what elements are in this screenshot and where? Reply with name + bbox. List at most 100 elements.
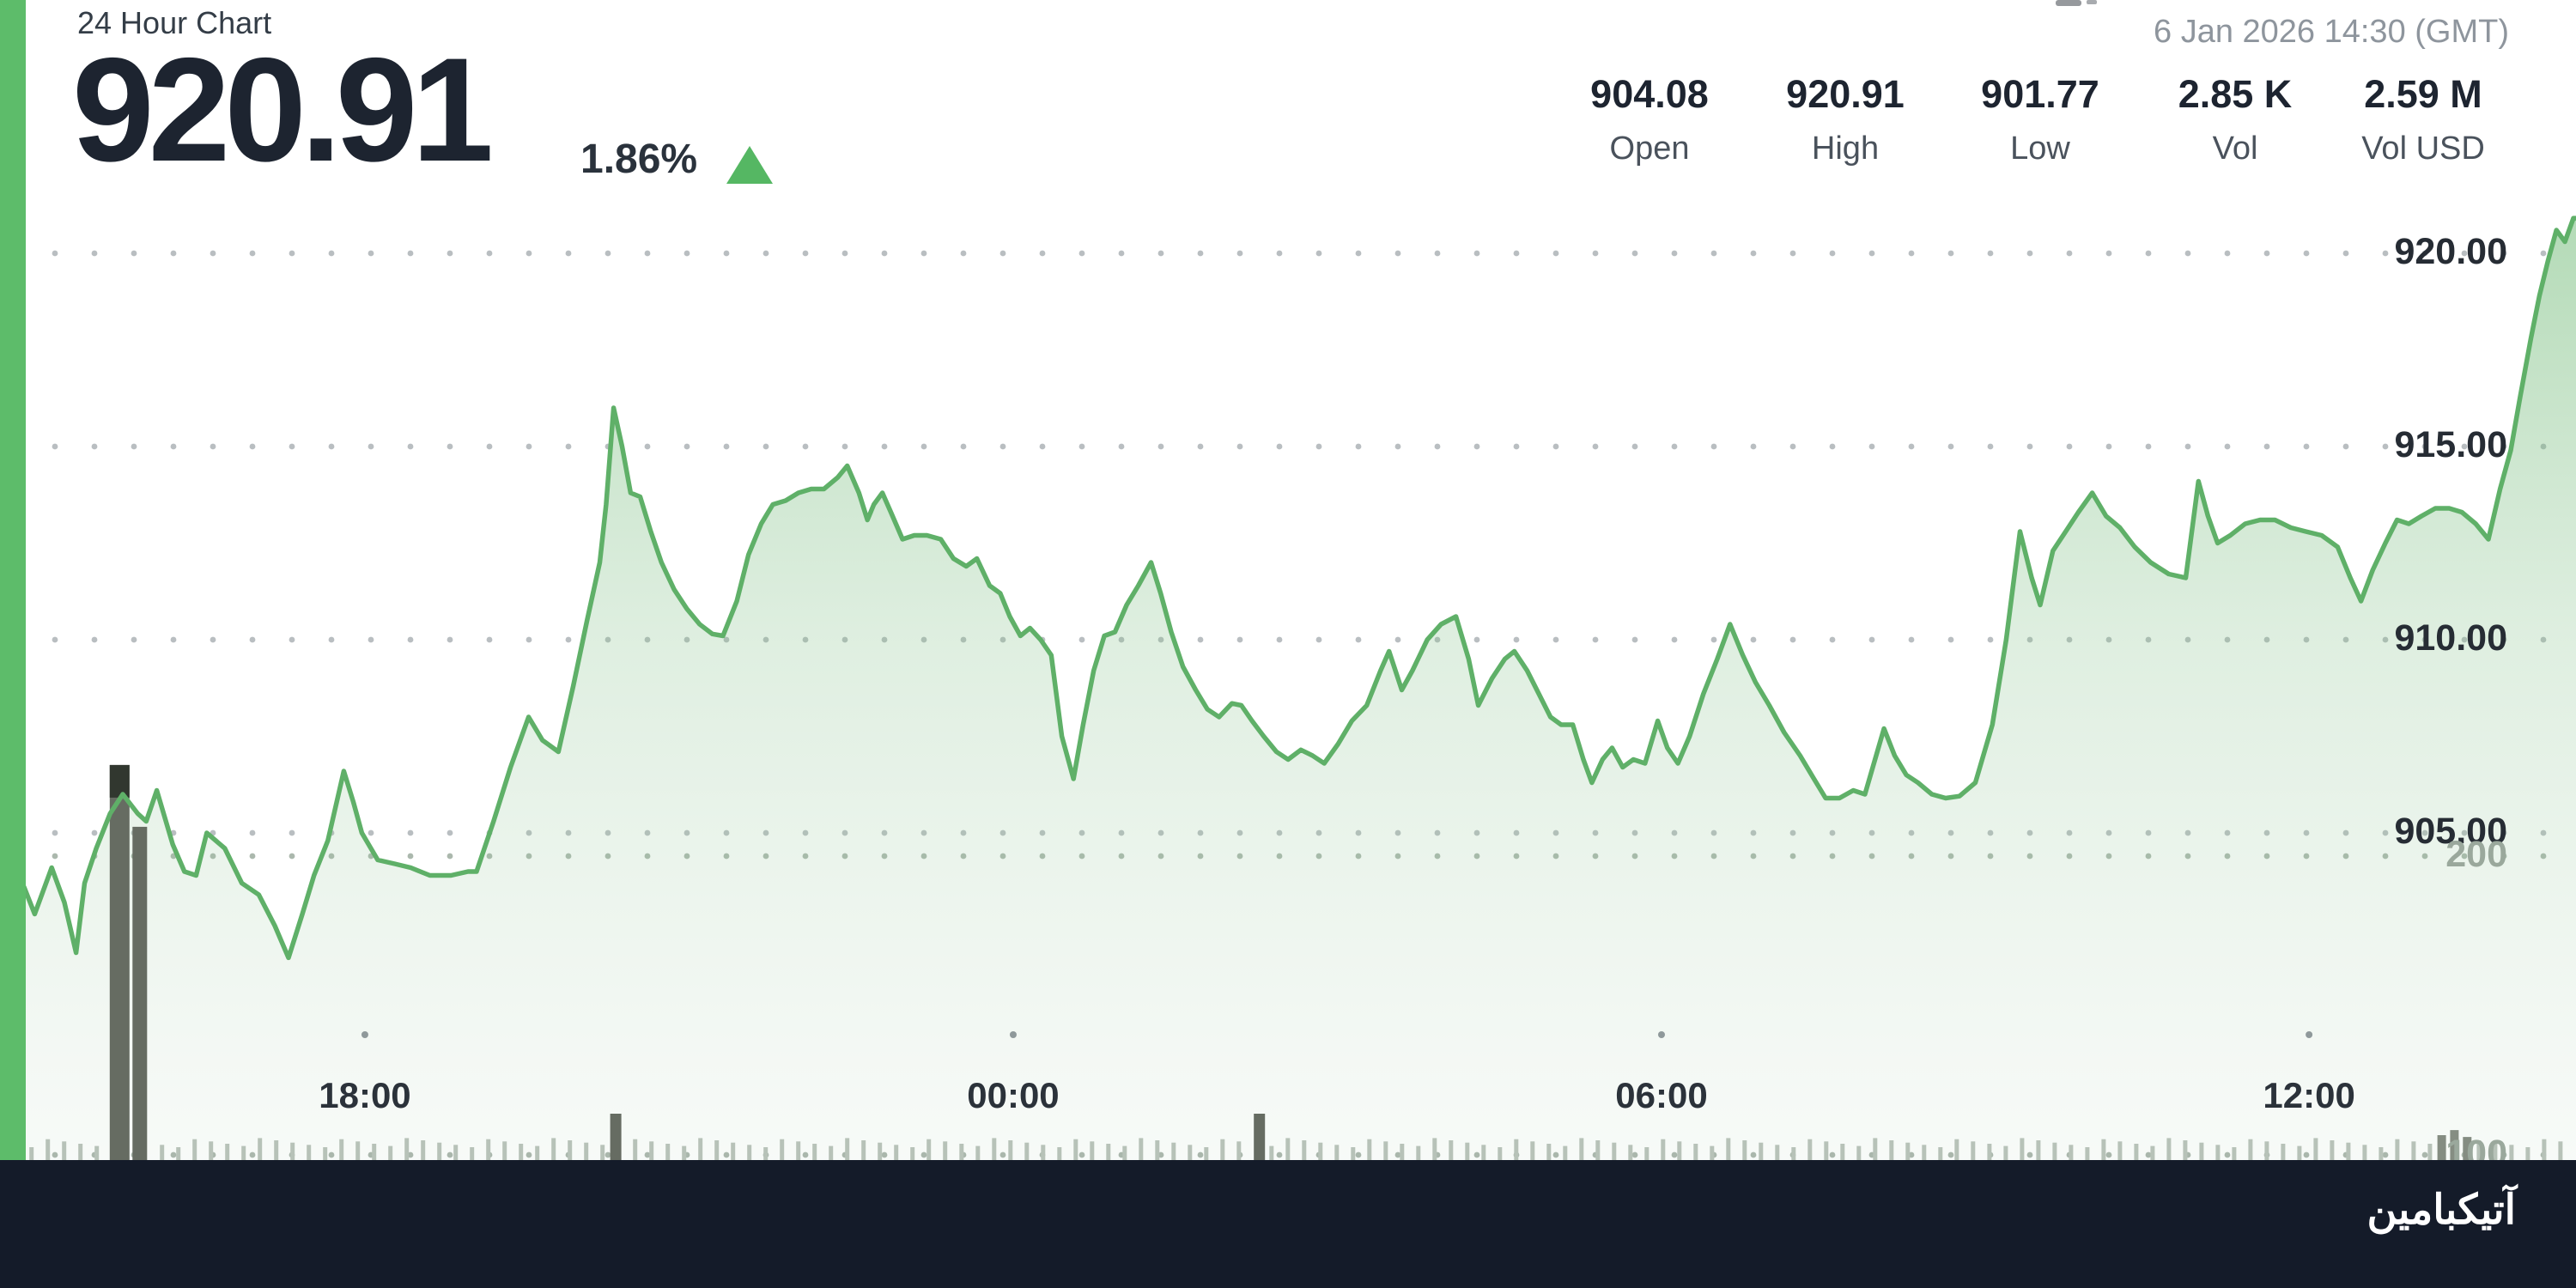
- stat-low: 901.77 Low: [1933, 72, 2148, 167]
- volume-tick: [2558, 1141, 2563, 1160]
- volume-tick: [535, 1145, 540, 1160]
- volume-tick: [1334, 1145, 1340, 1160]
- volume-bar: [2437, 1135, 2446, 1160]
- stat-vol-value: 2.85 K: [2178, 72, 2293, 116]
- time-axis-label: 18:00: [319, 1075, 411, 1115]
- up-arrow-icon: [726, 146, 773, 184]
- left-edge-accent-bar: [0, 0, 26, 1160]
- volume-tick: [2493, 1142, 2498, 1160]
- volume-tick: [1498, 1147, 1503, 1160]
- volume-axis-label: 200: [2445, 834, 2507, 875]
- volume-tick: [2379, 1147, 2384, 1160]
- volume-tick: [1922, 1145, 1927, 1160]
- volume-tick: [2411, 1141, 2416, 1160]
- volume-tick: [404, 1138, 410, 1160]
- volume-tick: [388, 1145, 393, 1160]
- volume-tick: [421, 1140, 426, 1160]
- volume-tick: [584, 1142, 589, 1160]
- volume-tick: [241, 1145, 246, 1160]
- volume-tick: [290, 1142, 295, 1160]
- volume-tick: [845, 1138, 850, 1160]
- volume-tick: [1742, 1140, 1747, 1160]
- volume-tick: [2199, 1142, 2204, 1160]
- volume-tick: [1449, 1140, 1454, 1160]
- volume-tick: [160, 1145, 165, 1160]
- volume-tick: [1106, 1144, 1111, 1160]
- volume-tick: [29, 1147, 34, 1160]
- time-axis-label: 00:00: [967, 1075, 1060, 1115]
- volume-tick: [2117, 1141, 2123, 1160]
- stat-open-label: Open: [1609, 131, 1690, 167]
- volume-tick: [812, 1144, 817, 1160]
- volume-tick: [1236, 1141, 1242, 1160]
- volume-tick: [927, 1139, 932, 1160]
- volume-tick: [2264, 1141, 2269, 1160]
- volume-tick: [1057, 1147, 1062, 1160]
- volume-tick: [2427, 1144, 2433, 1160]
- volume-tick: [453, 1145, 459, 1160]
- volume-tick: [78, 1144, 83, 1160]
- volume-tick: [62, 1141, 67, 1160]
- volume-tick: [470, 1147, 475, 1160]
- volume-tick: [1905, 1142, 1911, 1160]
- volume-tick: [2232, 1147, 2237, 1160]
- volume-tick: [600, 1145, 605, 1160]
- stat-low-label: Low: [2010, 131, 2070, 167]
- volume-bar: [2463, 1137, 2472, 1160]
- volume-tick: [975, 1145, 981, 1160]
- volume-tick: [1987, 1144, 1992, 1160]
- volume-tick: [1383, 1141, 1388, 1160]
- stat-vol-usd-label: Vol USD: [2361, 131, 2485, 167]
- volume-tick: [1693, 1144, 1698, 1160]
- current-price: 920.91: [72, 27, 494, 192]
- volume-tick: [1726, 1138, 1731, 1160]
- timestamp: 6 Jan 2026 14:30 (GMT): [2154, 14, 2509, 50]
- stat-vol-usd: 2.59 M Vol USD: [2316, 72, 2530, 167]
- volume-tick: [437, 1142, 442, 1160]
- volume-tick: [2248, 1139, 2253, 1160]
- stat-vol-usd-value: 2.59 M: [2364, 72, 2482, 116]
- chart-title: 24 Hour Chart: [77, 5, 272, 40]
- change-percent: 1.86%: [580, 137, 698, 182]
- volume-tick: [1824, 1141, 1829, 1160]
- volume-tick: [780, 1139, 785, 1160]
- volume-tick: [1530, 1141, 1535, 1160]
- volume-tick: [1122, 1145, 1127, 1160]
- volume-tick: [2101, 1139, 2106, 1160]
- volume-tick: [649, 1141, 654, 1160]
- volume-tick: [502, 1141, 507, 1160]
- volume-tick: [1416, 1145, 1421, 1160]
- volume-tick: [747, 1145, 752, 1160]
- volume-tick: [2525, 1147, 2530, 1160]
- volume-tick: [1465, 1142, 1470, 1160]
- volume-tick: [225, 1144, 230, 1160]
- volume-tick: [1628, 1145, 1633, 1160]
- volume-tick: [682, 1145, 687, 1160]
- volume-tick: [1807, 1139, 1813, 1160]
- volume-tick: [2362, 1145, 2367, 1160]
- stat-vol: 2.85 K Vol: [2128, 72, 2342, 167]
- volume-tick: [339, 1139, 344, 1160]
- volume-bar: [610, 1114, 622, 1160]
- volume-tick: [1204, 1147, 1209, 1160]
- volume-tick: [519, 1144, 524, 1160]
- stat-low-value: 901.77: [1981, 72, 2099, 116]
- volume-bar-cap: [109, 764, 130, 798]
- stat-high-label: High: [1811, 131, 1880, 167]
- stat-vol-label: Vol: [2212, 131, 2258, 167]
- volume-tick: [1644, 1147, 1649, 1160]
- volume-tick: [1612, 1142, 1617, 1160]
- volume-tick: [1155, 1140, 1160, 1160]
- volume-tick: [1432, 1138, 1437, 1160]
- time-axis-label: 06:00: [1615, 1075, 1708, 1115]
- volume-tick: [943, 1141, 948, 1160]
- volume-tick: [1595, 1140, 1601, 1160]
- volume-bar: [109, 764, 130, 1160]
- volume-bar: [2450, 1130, 2459, 1160]
- volume-tick: [1269, 1145, 1274, 1160]
- watermark-logo-text: آتیکبامین: [2366, 1188, 2516, 1233]
- volume-tick: [2036, 1140, 2041, 1160]
- volume-tick: [1318, 1142, 1323, 1160]
- volume-tick: [1139, 1138, 1144, 1160]
